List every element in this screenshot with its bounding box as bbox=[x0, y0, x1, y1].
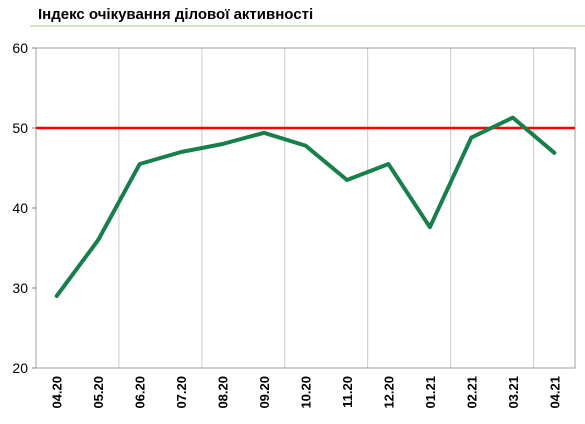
y-tick-label: 30 bbox=[12, 280, 28, 296]
y-tick-label: 60 bbox=[12, 40, 28, 56]
y-tick-label: 40 bbox=[12, 200, 28, 216]
x-tick-label: 01.21 bbox=[423, 376, 438, 409]
y-tick-label: 20 bbox=[12, 360, 28, 376]
x-tick-label: 11.20 bbox=[340, 376, 355, 408]
x-tick-label: 03.21 bbox=[506, 376, 521, 409]
x-tick-label: 08.20 bbox=[216, 376, 231, 409]
x-tick-label: 04.20 bbox=[50, 376, 65, 409]
x-tick-label: 05.20 bbox=[91, 376, 106, 409]
x-tick-label: 07.20 bbox=[174, 376, 189, 409]
chart-title: Індекс очікування ділової активності bbox=[38, 6, 313, 23]
y-tick-label: 50 bbox=[12, 120, 28, 136]
x-tick-label: 06.20 bbox=[133, 376, 148, 409]
x-tick-label: 02.21 bbox=[464, 376, 479, 409]
x-tick-label: 04.21 bbox=[547, 376, 562, 409]
x-tick-label: 10.20 bbox=[299, 376, 314, 409]
x-tick-label: 12.20 bbox=[381, 376, 396, 409]
data-line bbox=[54, 115, 557, 298]
x-tick-label: 09.20 bbox=[257, 376, 272, 409]
